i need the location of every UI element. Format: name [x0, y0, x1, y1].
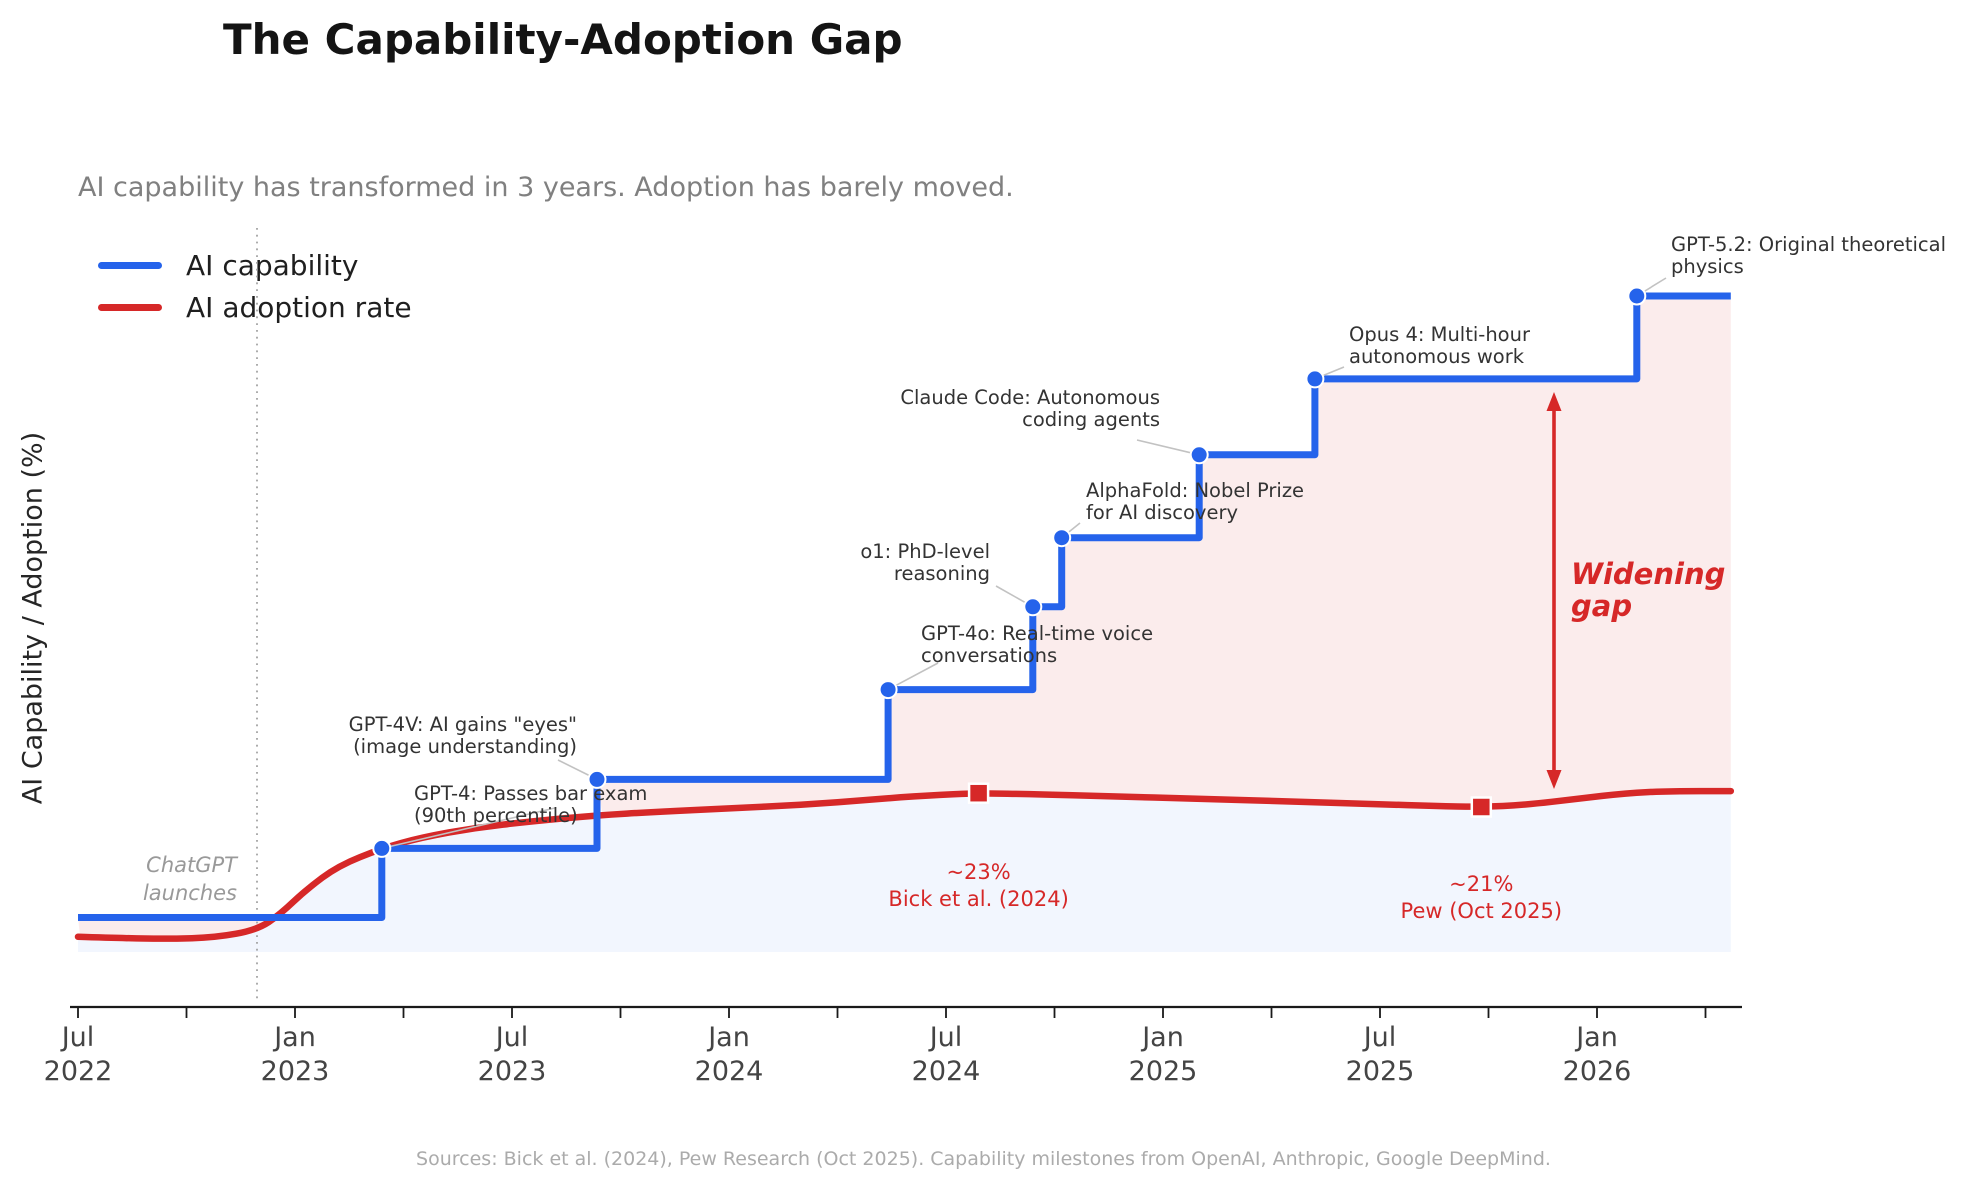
milestone-label: GPT-4o: Real-time voice conversations [921, 622, 1153, 667]
milestone-leader-line [381, 807, 556, 850]
milestone-dot [587, 769, 607, 789]
widening-gap-arrowhead-top [1546, 392, 1562, 411]
chart-title: The Capability-Adoption Gap [223, 15, 903, 64]
capability-line [78, 292, 1731, 921]
milestone-label: GPT-4V: AI gains "eyes" (image understand… [349, 713, 577, 758]
adoption-line-swatch [98, 303, 162, 311]
adoption-marker-label: ~21% Pew (Oct 2025) [1401, 872, 1563, 923]
legend-item-capability: AI capability [98, 248, 412, 282]
x-tick-label: Jul 2024 [912, 1022, 981, 1087]
adoption-marker-label: ~23% Bick et al. (2024) [888, 860, 1068, 911]
adoption-marker [967, 782, 990, 804]
capability-line-swatch [98, 261, 162, 269]
milestone-label: AlphaFold: Nobel Prize for AI discovery [1086, 479, 1304, 524]
milestone-dot [1627, 286, 1647, 306]
milestone-label: Claude Code: Autonomous coding agents [900, 386, 1160, 431]
x-tick-label: Jan 2024 [695, 1022, 764, 1087]
milestone-dot [1305, 369, 1325, 389]
milestone-leader-line [1136, 439, 1200, 456]
x-tick-label: Jul 2023 [478, 1022, 547, 1087]
x-tick-label: Jul 2022 [44, 1022, 113, 1087]
milestone-dot [1052, 528, 1072, 548]
x-tick-label: Jan 2025 [1129, 1022, 1198, 1087]
widening-gap-arrowhead-bottom [1546, 770, 1562, 789]
legend-label-capability: AI capability [186, 248, 359, 282]
milestone-dot [1189, 445, 1209, 465]
adoption-line [74, 787, 1735, 942]
milestone-dot [878, 680, 898, 700]
milestone-dot [1023, 597, 1043, 617]
milestone-label: GPT-5.2: Original theoretical physics [1671, 233, 1946, 278]
milestone-label: o1: PhD-level reasoning [860, 540, 990, 585]
chatgpt-launch-label: ChatGPT launches [143, 853, 239, 905]
capability-adoption-gap-fill [597, 296, 1731, 815]
x-tick-label: Jan 2026 [1563, 1022, 1632, 1087]
milestone-dot [372, 838, 392, 858]
chart-subtitle: AI capability has transformed in 3 years… [78, 172, 1014, 203]
milestone-label: GPT-4: Passes bar exam (90th percentile) [414, 782, 647, 827]
adoption-marker [1470, 796, 1493, 818]
legend: AI capability AI adoption rate [98, 248, 412, 324]
adoption-area-fill [78, 791, 1731, 952]
widening-gap-label: Widening gap [1571, 557, 1725, 623]
x-tick-label: Jan 2023 [261, 1022, 330, 1087]
milestone-label: Opus 4: Multi-hour autonomous work [1349, 323, 1531, 368]
legend-item-adoption: AI adoption rate [98, 290, 412, 324]
sources-footer: Sources: Bick et al. (2024), Pew Researc… [416, 1148, 1551, 1170]
x-tick-label: Jul 2025 [1346, 1022, 1415, 1087]
legend-label-adoption: AI adoption rate [186, 290, 412, 324]
